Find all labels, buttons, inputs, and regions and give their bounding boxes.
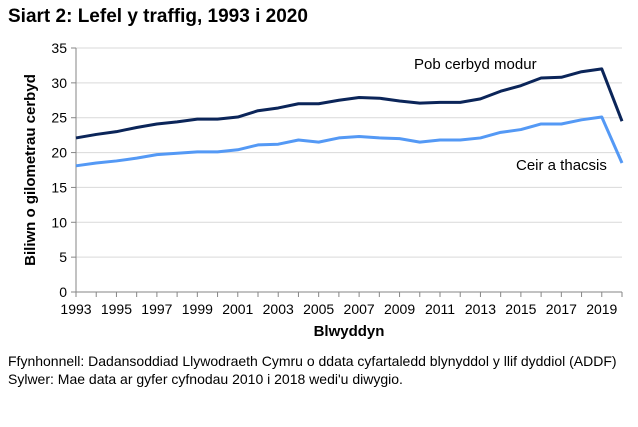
y-tick-label: 0 xyxy=(59,284,67,300)
x-tick-label: 2013 xyxy=(465,301,496,317)
y-tick-label: 10 xyxy=(51,214,67,230)
y-tick-label: 35 xyxy=(51,40,67,56)
y-axis-label: Biliwn o gilometrau cerbyd xyxy=(22,74,39,266)
revision-note: Sylwer: Mae data ar gyfer cyfnodau 2010 … xyxy=(8,371,403,387)
chart-title: Siart 2: Lefel y traffig, 1993 i 2020 xyxy=(8,6,308,27)
y-tick-label: 25 xyxy=(51,110,67,126)
x-tick-label: 1995 xyxy=(101,301,132,317)
series-line-0 xyxy=(75,67,624,140)
source-note: Ffynhonnell: Dadansoddiad Llywodraeth Cy… xyxy=(8,353,617,369)
y-tick-label: 15 xyxy=(51,179,67,195)
x-tick-label: 2009 xyxy=(384,301,415,317)
x-tick-label: 1993 xyxy=(60,301,91,317)
chart-notes: Ffynhonnell: Dadansoddiad Llywodraeth Cy… xyxy=(8,352,628,388)
line-chart: 0 5 10 15 20 25 30 35 1993 1995 1997 1999 2001 2003 20… xyxy=(22,40,624,340)
x-axis-label: Blwyddyn xyxy=(314,323,385,340)
x-tick-label: 1997 xyxy=(141,301,172,317)
x-tick-label: 2019 xyxy=(586,301,617,317)
series-line-1 xyxy=(75,115,624,168)
x-tick-label: 2003 xyxy=(263,301,294,317)
x-tick-label: 2015 xyxy=(505,301,536,317)
x-tick-label: 1999 xyxy=(182,301,213,317)
series-label: Pob cerbyd modur xyxy=(414,56,537,73)
y-tick-label: 30 xyxy=(51,75,67,91)
x-tick-label: 2011 xyxy=(425,301,455,317)
y-tick-label: 20 xyxy=(51,145,67,161)
x-tick-label: 2005 xyxy=(303,301,334,317)
x-tick-label: 2017 xyxy=(546,301,577,317)
series-label: Ceir a thacsis xyxy=(516,157,607,174)
x-tick-label: 2001 xyxy=(222,301,253,317)
x-tick-label: 2007 xyxy=(344,301,375,317)
y-tick-label: 5 xyxy=(59,249,67,265)
